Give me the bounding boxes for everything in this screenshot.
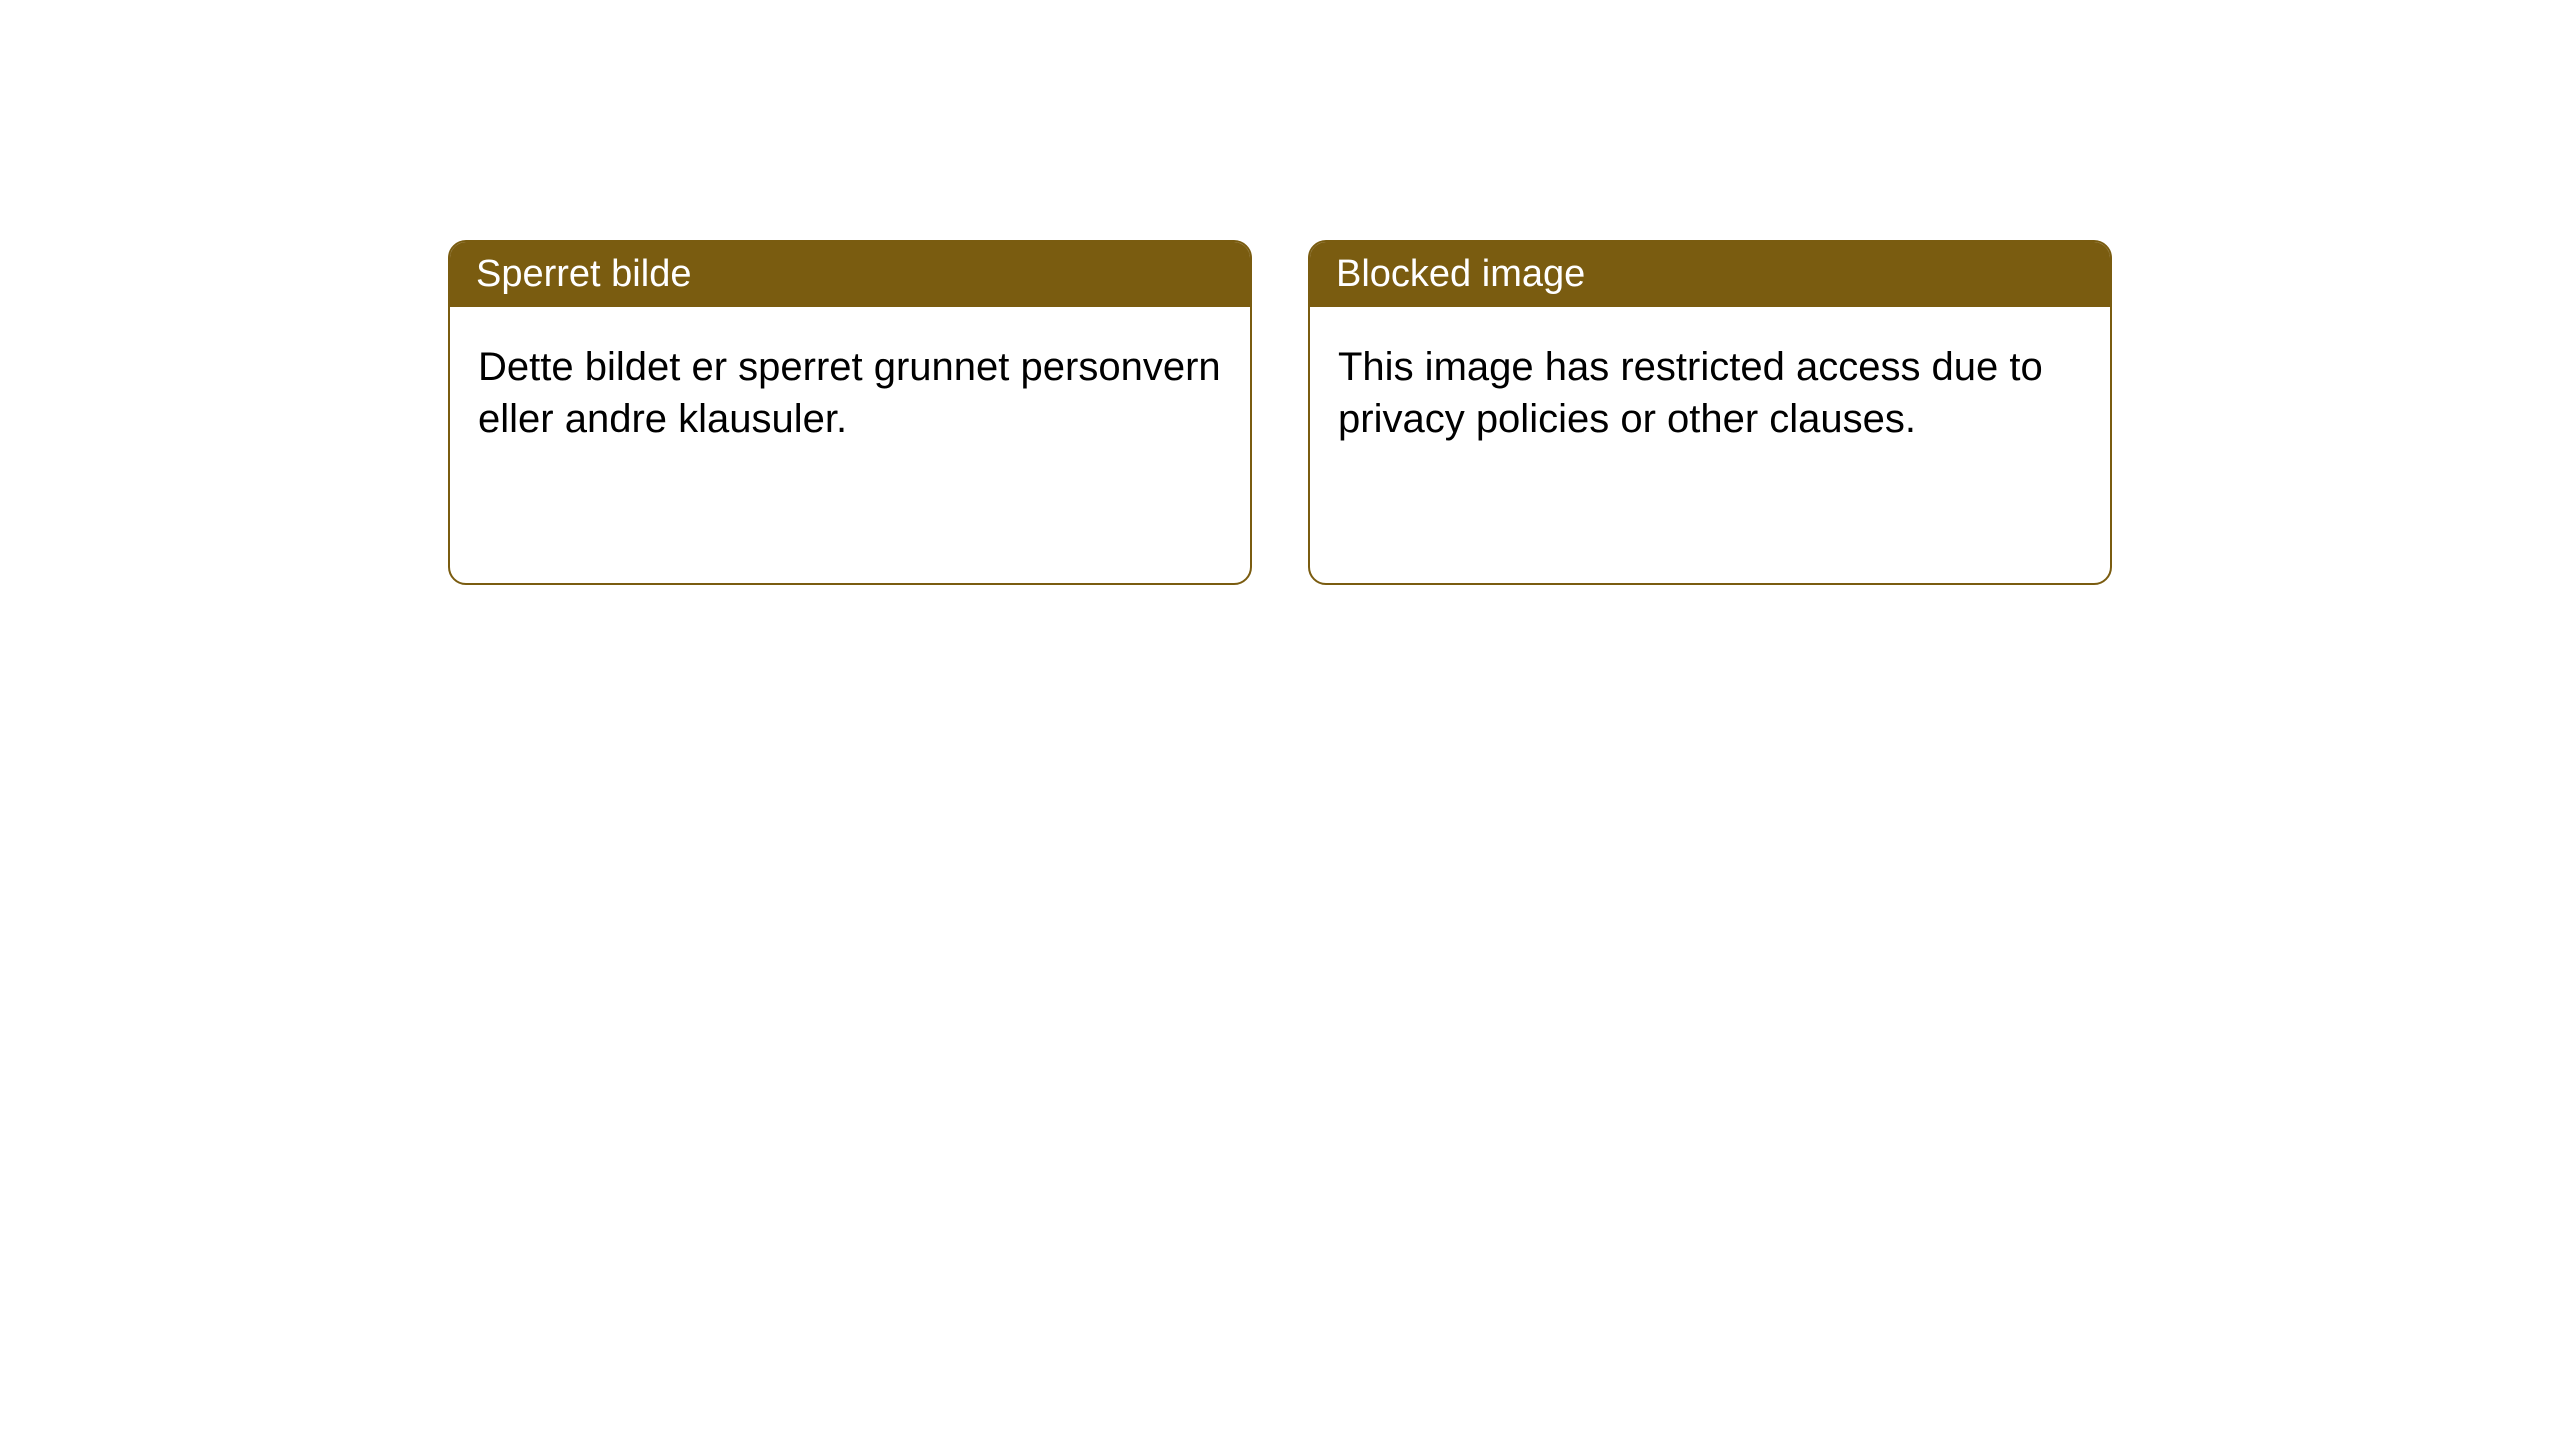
notice-cards-container: Sperret bilde Dette bildet er sperret gr… bbox=[0, 0, 2560, 585]
card-header: Blocked image bbox=[1310, 242, 2110, 307]
blocked-image-card-english: Blocked image This image has restricted … bbox=[1308, 240, 2112, 585]
blocked-image-card-norwegian: Sperret bilde Dette bildet er sperret gr… bbox=[448, 240, 1252, 585]
card-header: Sperret bilde bbox=[450, 242, 1250, 307]
card-body-text: Dette bildet er sperret grunnet personve… bbox=[450, 307, 1250, 583]
card-body-text: This image has restricted access due to … bbox=[1310, 307, 2110, 583]
